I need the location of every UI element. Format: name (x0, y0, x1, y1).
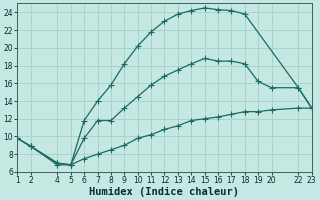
X-axis label: Humidex (Indice chaleur): Humidex (Indice chaleur) (90, 186, 239, 197)
